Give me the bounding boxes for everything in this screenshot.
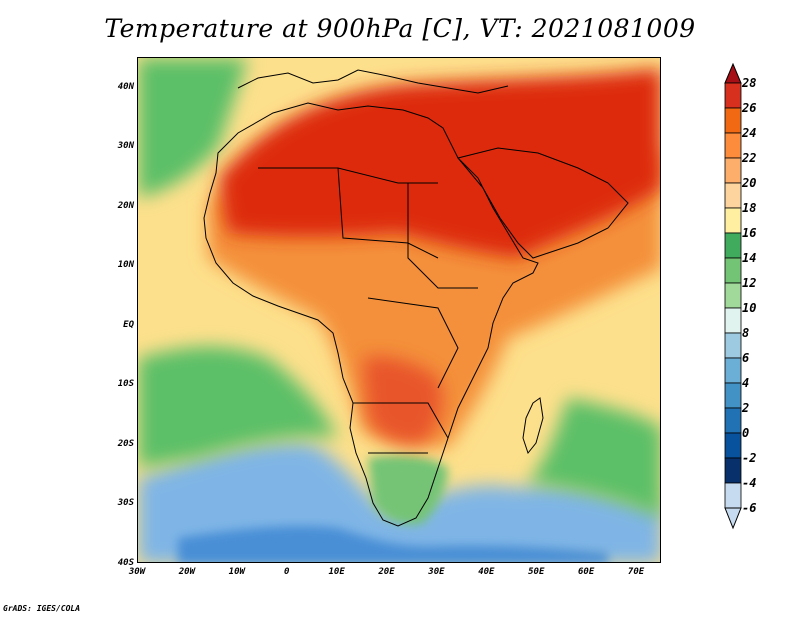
lon-tick-label: 0 [283, 567, 290, 577]
lon-tick-label: 70E [627, 567, 645, 577]
colorbar-swatch [724, 307, 742, 334]
colorbar-tick-label: 20 [742, 176, 757, 190]
colorbar-tick-label: 14 [742, 251, 757, 265]
colorbar [724, 63, 742, 530]
lon-tick-label: 30E [428, 567, 445, 577]
lat-tick-label: 10S [117, 379, 134, 390]
coastlines [203, 69, 629, 527]
lon-tick-label: 40E [478, 567, 495, 577]
colorbar-tick-label: 28 [742, 76, 757, 90]
colorbar-swatch [724, 432, 742, 459]
lon-tick-label: 50E [528, 567, 545, 577]
lat-tick-label: 20S [117, 438, 134, 449]
border-line [353, 402, 449, 439]
lat-tick-label: EQ [123, 319, 134, 330]
colorbar-tick-label: 2 [742, 401, 750, 415]
colorbar-tick-label: 18 [742, 201, 757, 215]
border-line [367, 297, 459, 389]
arabia-coastline [457, 147, 629, 259]
colorbar-swatch [724, 232, 742, 259]
lat-tick-label: 40N [117, 81, 134, 92]
colorbar-tick-label: 26 [742, 101, 757, 115]
lat-tick-label: 30N [117, 141, 134, 152]
lon-tick-label: 10W [228, 567, 245, 577]
colorbar-swatch [724, 282, 742, 309]
field-hot [218, 68, 660, 258]
europe-coastline [237, 69, 509, 94]
border-line [407, 183, 478, 289]
colorbar-tick-label: 8 [742, 326, 750, 340]
colorbar-swatch [724, 482, 742, 509]
colorbar-swatch [724, 107, 742, 134]
colorbar-tick-label: 24 [742, 126, 757, 140]
colorbar-tick-label: 16 [742, 226, 757, 240]
map-panel [137, 57, 661, 563]
temperature-field [138, 58, 660, 562]
field-green-indian [528, 398, 660, 518]
colorbar-swatch [724, 207, 742, 234]
colorbar-swatch [724, 132, 742, 159]
field-hot-south [363, 356, 443, 444]
colorbar-swatch [724, 382, 742, 409]
colorbar-swatch [724, 407, 742, 434]
lon-tick-label: 20E [378, 567, 395, 577]
colorbar-tick-label: 4 [742, 376, 750, 390]
border-line [258, 167, 438, 184]
lon-tick-label: 30W [128, 567, 146, 577]
colorbar-tick-label: -4 [742, 476, 757, 490]
lat-tick-label: 40S [117, 558, 134, 568]
border-line [337, 167, 439, 259]
colorbar-swatch [724, 457, 742, 484]
colorbar-tick-label: 10 [742, 301, 757, 315]
africa-coastline [203, 102, 539, 527]
colorbar-swatch [724, 257, 742, 284]
colorbar-swatch [724, 357, 742, 384]
lon-tick-label: 60E [578, 567, 595, 577]
colorbar-tick-label: 6 [742, 351, 750, 365]
field-green-northatlantic [138, 58, 248, 198]
colorbar-swatch [724, 157, 742, 184]
madagascar-coastline [522, 397, 544, 455]
field-very-cold [178, 526, 608, 562]
lon-tick-label: 20W [178, 567, 196, 577]
colorbar-bottom-arrow [724, 507, 742, 530]
colorbar-tick-label: 0 [742, 426, 750, 440]
chart-title: Temperature at 900hPa [C], VT: 202108100… [104, 14, 696, 43]
colorbar-swatch [724, 182, 742, 209]
colorbar-swatch [724, 82, 742, 109]
colorbar-swatch [724, 332, 742, 359]
lat-tick-label: 20N [117, 200, 134, 211]
colorbar-tick-label: 22 [742, 151, 757, 165]
temperature-map [138, 58, 660, 562]
colorbar-top-arrow [724, 63, 742, 84]
lat-tick-label: 30S [117, 498, 134, 509]
field-green-southatlantic [138, 346, 338, 468]
colorbar-tick-label: 12 [742, 276, 757, 290]
colorbar-tick-label: -2 [742, 451, 757, 465]
colorbar-tick-label: -6 [742, 501, 757, 515]
field-green-southafrica [368, 455, 448, 525]
credit-text: GrADS: IGES/COLA [3, 604, 81, 613]
lon-tick-label: 10E [328, 567, 345, 577]
lat-tick-label: 10N [117, 260, 134, 271]
